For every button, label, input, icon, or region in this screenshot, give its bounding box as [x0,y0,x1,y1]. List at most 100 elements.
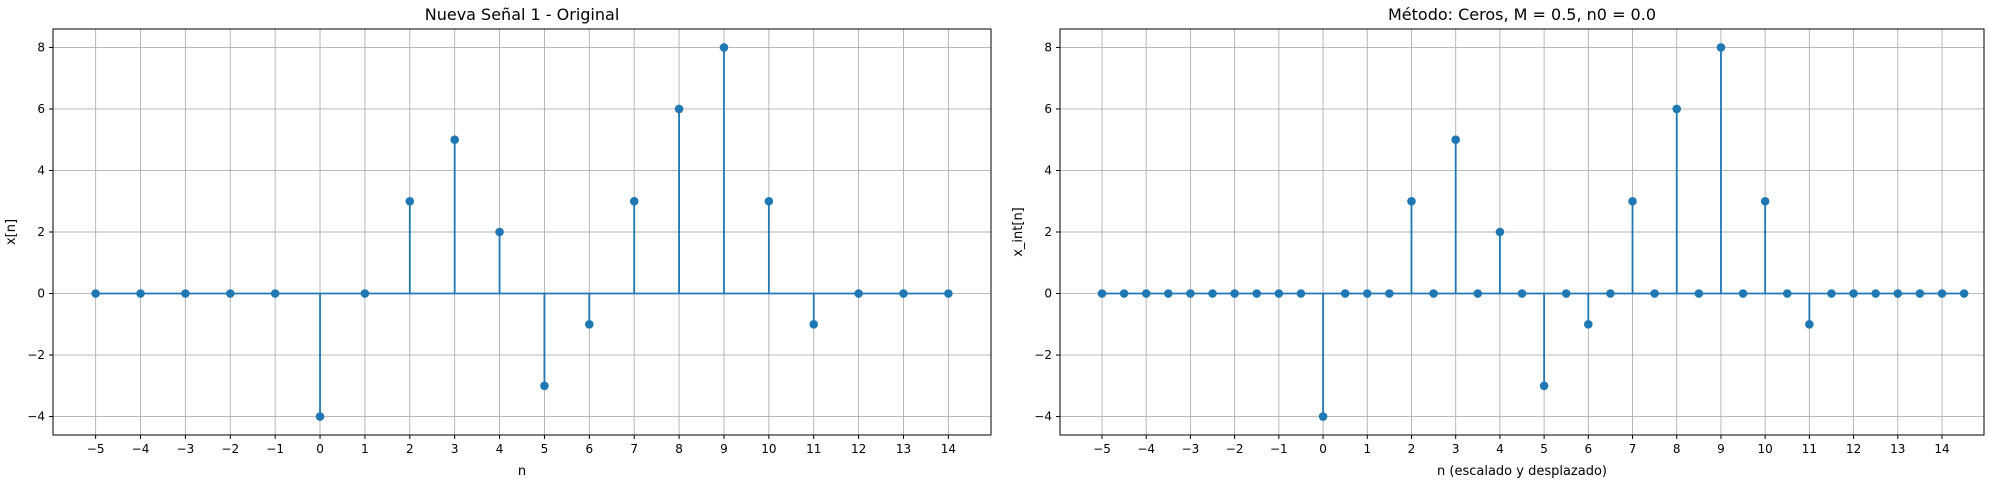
y-axis-label: x_int[n] [1011,207,1026,257]
x-tick-label: 7 [630,442,638,456]
stem-marker [1738,289,1748,298]
x-tick-label: 13 [1890,442,1905,456]
stem-marker [1782,289,1792,298]
x-axis-label: n [518,464,526,479]
y-axis-label: x[n] [4,219,19,245]
stem-marker [1318,412,1328,421]
stem-marker [1561,289,1571,298]
stem-marker [315,412,325,421]
stem-marker [1628,196,1637,206]
x-tick-label: 7 [1629,442,1637,456]
x-tick-label: −4 [132,442,150,456]
y-tick-label: −4 [1034,410,1052,424]
y-tick-label: 0 [1044,287,1052,301]
stem-marker [1451,135,1460,145]
x-tick-label: 3 [451,442,459,456]
x-tick-label: 2 [406,442,414,456]
stem-marker [1407,196,1416,206]
y-tick-label: −2 [27,348,45,362]
stem-marker [270,289,280,298]
x-tick-label: −5 [1093,442,1111,456]
y-tick-label: 6 [37,102,45,116]
stem-marker [136,289,145,298]
stem-marker [1959,289,1969,298]
stem-marker [1473,289,1483,298]
y-tick-label: −4 [27,410,45,424]
x-tick-label: 10 [1758,442,1773,456]
x-tick-label: −4 [1137,442,1155,456]
stem-marker [1230,289,1239,298]
stem-marker [1296,289,1306,298]
stem-marker [1186,289,1195,298]
stem-marker [1274,289,1284,298]
y-tick-label: 0 [37,287,45,301]
x-tick-label: −3 [1182,442,1200,456]
stem-marker [1385,289,1394,298]
y-tick-label: 2 [1044,225,1052,239]
stem-marker [809,319,819,329]
stem-marker [1871,289,1880,298]
y-tick-label: −2 [1034,348,1052,362]
stem-marker [1362,289,1372,298]
stem-marker [1164,289,1173,298]
stem-marker [540,381,549,391]
y-tick-label: 4 [1044,163,1052,177]
x-tick-label: 3 [1452,442,1460,456]
stem-marker [181,289,190,298]
y-tick-label: 6 [1044,102,1052,116]
x-tick-label: 1 [361,442,369,456]
stem-marker [1208,289,1217,298]
x-tick-label: 11 [806,442,821,456]
stem-marker [1805,319,1814,329]
x-tick-label: 9 [720,442,728,456]
stem-marker [1539,381,1549,391]
stem-marker [629,196,639,206]
x-tick-label: 13 [896,442,911,456]
x-tick-label: 4 [496,442,504,456]
stem-marker [1119,289,1129,298]
stem-marker [1097,289,1107,298]
stem-marker [1915,289,1925,298]
x-tick-label: 10 [761,442,776,456]
stem-marker [1716,43,1726,52]
stem-marker [1827,289,1836,298]
stem-marker [719,43,729,52]
x-tick-label: 0 [1319,442,1327,456]
stem-marker [1849,289,1858,298]
stem-marker [854,289,863,298]
chart-title: Método: Ceros, M = 0.5, n0 = 0.0 [1388,5,1656,24]
x-tick-label: 8 [675,442,683,456]
y-tick-label: 2 [37,225,45,239]
stem-marker [944,289,953,298]
x-tick-label: 4 [1496,442,1504,456]
x-tick-label: 5 [1540,442,1548,456]
stem-marker [1760,196,1770,206]
stem-marker [1429,289,1438,298]
x-tick-label: −3 [177,442,195,456]
subplot-original: −5 −4 −3 −2 −1 0 1 2 3 4 5 6 7 8 9 10 11 12 13 14−4−202468N… [4,5,992,479]
x-tick-label: 11 [1802,442,1817,456]
stem-marker [899,289,908,298]
stem-marker [1893,289,1903,298]
y-tick-label: 8 [37,40,45,54]
stem-marker [674,104,684,114]
stem-marker [1517,289,1527,298]
stem-marker [764,196,774,206]
x-tick-label: 12 [851,442,866,456]
stem-marker [405,196,415,206]
x-tick-label: 8 [1673,442,1681,456]
x-tick-label: 6 [586,442,594,456]
stem-marker [450,135,459,145]
stem-marker [1495,227,1505,237]
x-tick-label: 5 [541,442,549,456]
x-tick-label: −2 [1226,442,1244,456]
stem-marker [1672,104,1682,114]
stem-marker [1937,289,1947,298]
stem-marker [225,289,235,298]
x-tick-label: 6 [1584,442,1592,456]
x-tick-label: −1 [266,442,284,456]
stem-marker [1340,289,1350,298]
x-tick-label: 14 [941,442,956,456]
stem-marker [91,289,100,298]
